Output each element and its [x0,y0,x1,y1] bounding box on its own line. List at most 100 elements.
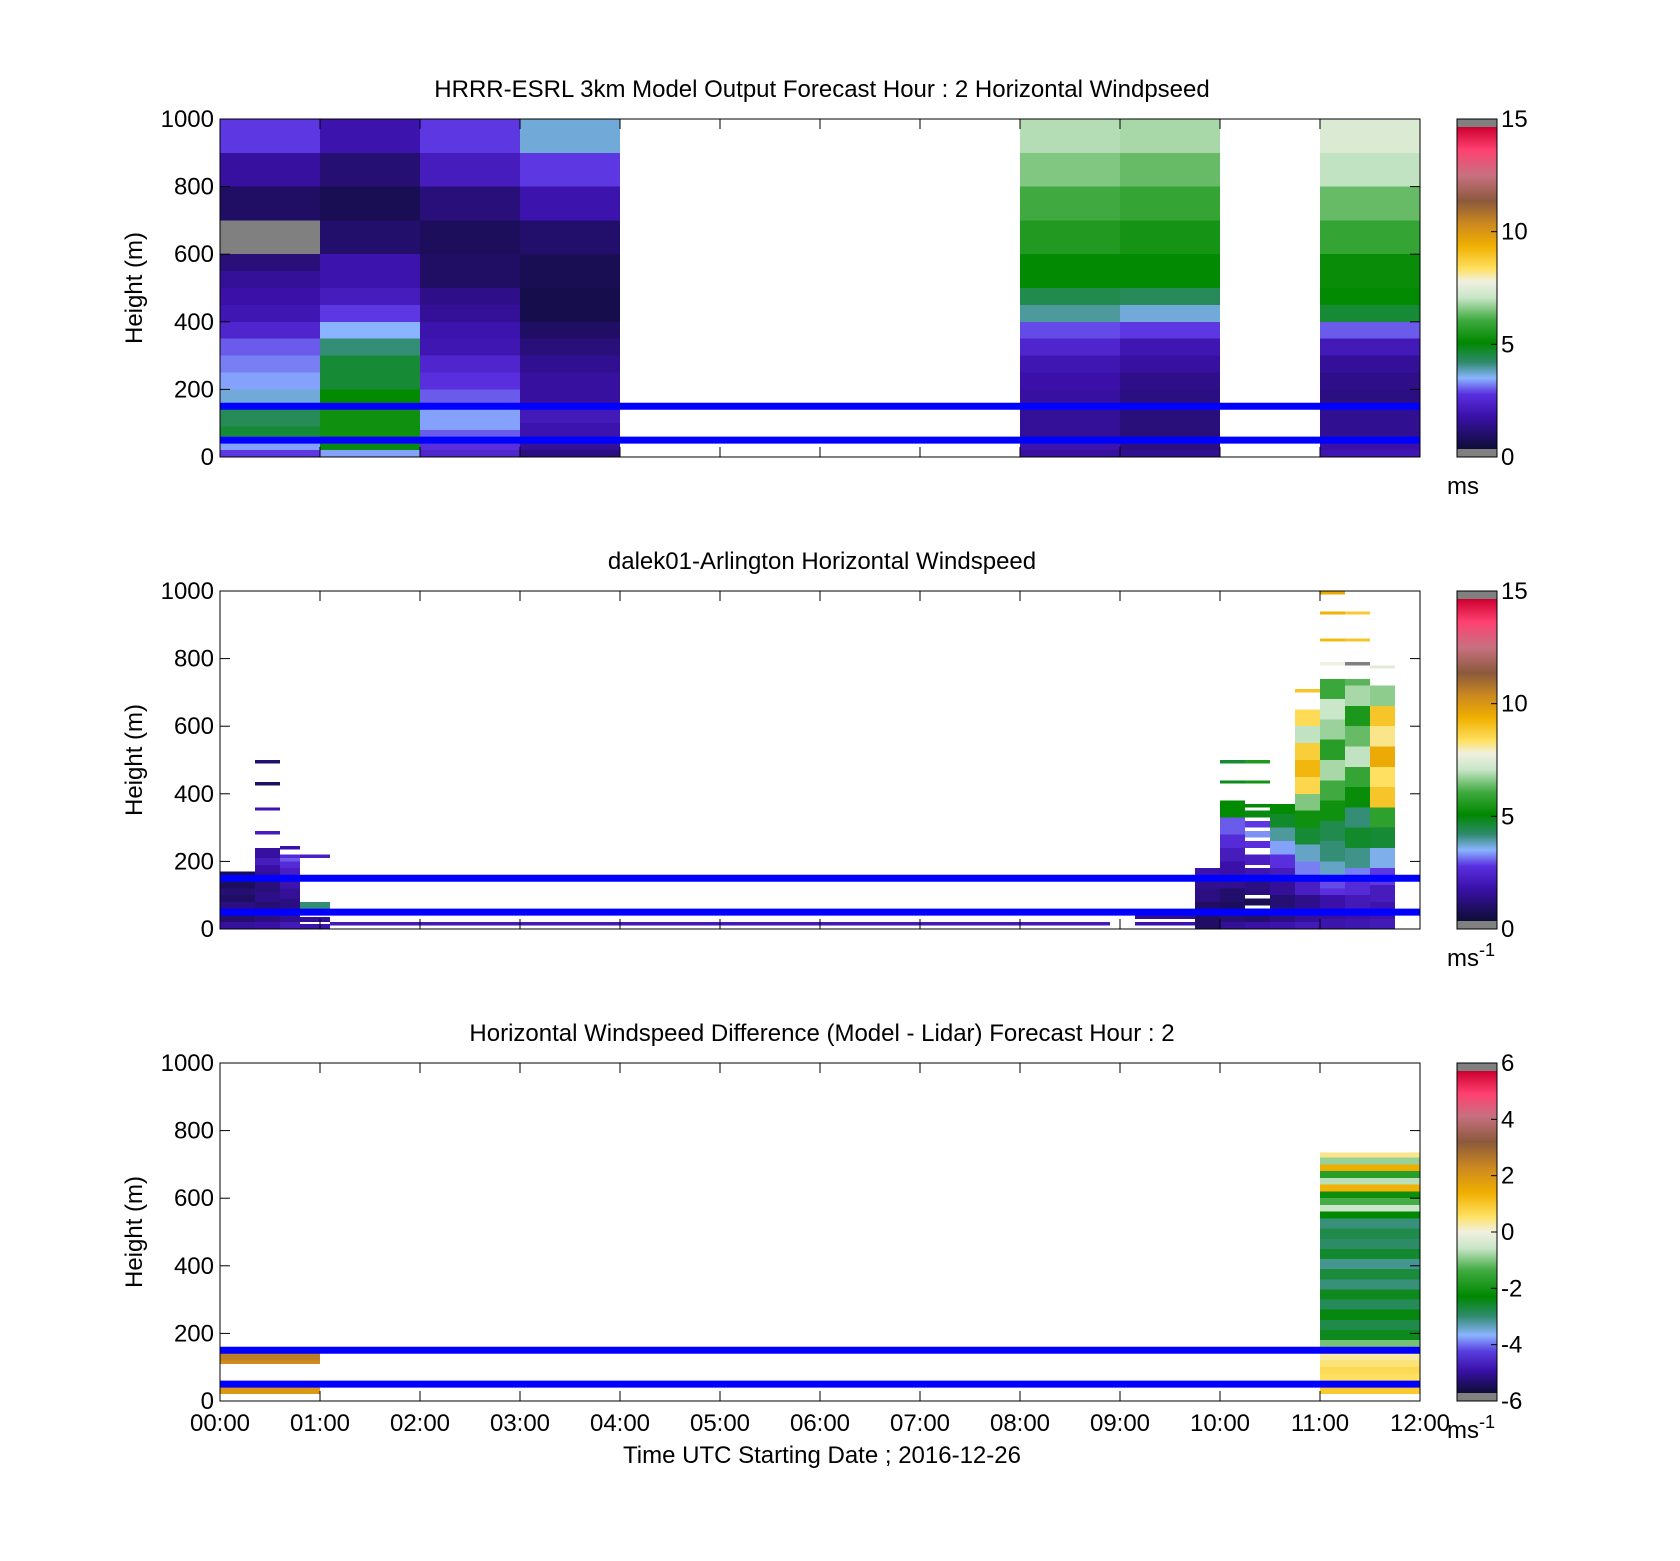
colorbar-unit-base: ms [1447,945,1479,972]
heatmap-cell [1320,1367,1420,1374]
colorbar-frame [1456,590,1498,930]
x-tick-label: 11:00 [1291,1410,1349,1437]
x-tick-label: 08:00 [990,1410,1050,1437]
heatmap-cell [1345,918,1370,929]
heatmap-cell [1320,389,1420,407]
heatmap-cell [280,854,300,859]
heatmap-cell [300,901,330,913]
heatmap-cell [1370,685,1395,706]
heatmap-cell [1320,1299,1420,1310]
heatmap-cell [1345,705,1370,727]
colorbar-missing-top [1457,119,1497,127]
heatmap-cell [1345,611,1370,615]
heatmap-cells [220,119,1420,457]
heatmap-cell [1320,1152,1420,1158]
reference-lines [220,874,1420,916]
heatmap-cell [220,321,320,339]
y-tick-label: 400 [174,781,214,808]
heatmap-cell [1195,878,1220,889]
heatmap-cell [1345,678,1370,686]
heatmap-cell [1345,746,1370,767]
heatmap-cell [1295,776,1320,794]
colorbar-missing-bottom [1457,921,1497,929]
heatmap-cell [1020,321,1120,339]
panel-title: HRRR-ESRL 3km Model Output Forecast Hour… [434,76,1209,103]
heatmap-cell [1320,372,1420,390]
heatmap-cell [1345,881,1370,896]
heatmap-cell [1320,661,1345,666]
colorbar-frame [1456,118,1498,458]
y-tick-label: 0 [201,444,214,471]
heatmap-cell [220,406,320,427]
heatmap-cell [1270,922,1295,929]
heatmap-cell [220,304,320,322]
heatmap-cell [1320,1238,1420,1249]
heatmap-cell [280,868,300,879]
colorbar-tick-label: 0 [1501,444,1514,471]
y-tick-label: 800 [174,174,214,201]
x-axis-ticks: 00:00 01:00 02:00 03:00 04:00 05:00 06:00 07:00… [190,1063,1450,1437]
heatmap-cell [520,406,620,424]
heatmap-cell [1295,760,1320,777]
heatmap-cell [1345,827,1370,848]
heatmap-cell [220,119,320,153]
heatmap-cell [320,321,420,339]
heatmap-cell [520,423,620,441]
heatmap-cell [1220,800,1245,818]
heatmap-cell [1370,807,1395,828]
colorbar-tick-label: -4 [1501,1332,1522,1359]
heatmap-cell [1120,338,1220,356]
heatmap-cell [1320,1279,1420,1290]
y-tick-label: 200 [174,848,214,875]
heatmap-cell [1320,1218,1420,1229]
heatmap-cell [1320,678,1345,700]
y-axis-label: Height (m) [121,704,148,816]
heatmap-cell [1020,119,1120,153]
y-tick-label: 400 [174,309,214,336]
colorbar-tick-label: 5 [1501,803,1514,830]
colorbar-missing-top [1457,1063,1497,1071]
heatmap-cell [1120,406,1220,441]
heatmap-cell [1320,1387,1420,1395]
heatmap-cell [1295,810,1320,828]
y-tick-label: 600 [174,241,214,268]
heatmap-cell [1345,726,1370,747]
heatmap-cell [1295,878,1320,896]
heatmap-cell [1120,321,1220,339]
colorbar-tick-label: 6 [1501,1050,1514,1077]
heatmap-cell [1295,922,1320,929]
heatmap-cell [320,355,420,390]
heatmap-cell [520,220,620,255]
heatmap-cell [1320,220,1420,255]
heatmap-cell [1220,780,1245,784]
heatmap-cell [220,271,320,288]
heatmap-cell [1320,119,1420,153]
colorbar-missing-bottom [1457,1393,1497,1401]
heatmap-cell [1320,1191,1420,1199]
heatmap-cell [1245,760,1270,764]
heatmap-cell [520,321,620,339]
heatmap-cell [1270,803,1295,815]
heatmap-cell [420,288,520,305]
x-tick-label: 06:00 [790,1410,850,1437]
colorbar: 0 5 10 15 ms-1 [1447,578,1528,972]
colorbar-tick-label: 5 [1501,331,1514,358]
heatmap-cell [300,854,330,859]
y-tick-label: 600 [174,1185,214,1212]
heatmap-cell [1020,220,1120,255]
y-tick-label: 200 [174,376,214,403]
colorbar-tick-label: 10 [1501,219,1528,246]
colorbar-unit-base: ms [1447,473,1479,500]
heatmap-cell [220,152,320,187]
heatmap-cell [1320,1373,1420,1381]
heatmap-cell [1345,807,1370,828]
heatmap-cell [1020,406,1120,441]
heatmap-cell [320,186,420,221]
heatmap-cell [1320,321,1420,339]
heatmap-cell [1020,338,1120,356]
colorbar-unit: ms-1 [1447,1412,1495,1444]
heatmap-cell [1245,898,1270,906]
heatmap-cell [1370,705,1395,727]
heatmap-cell [220,254,320,272]
panel-title: Horizontal Windspeed Difference (Model -… [469,1020,1174,1047]
